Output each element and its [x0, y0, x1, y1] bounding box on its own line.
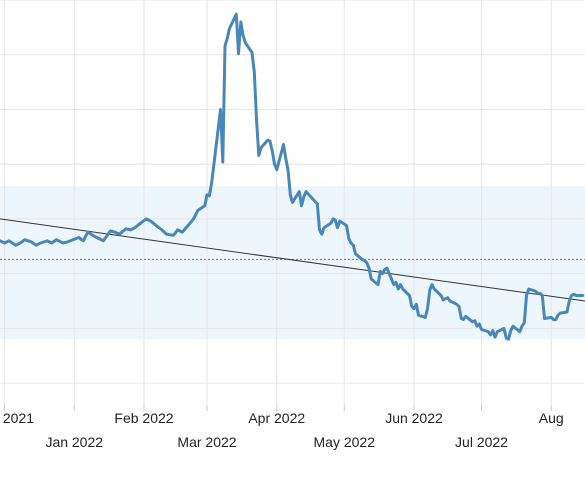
x-tick-label: Mar 2022 — [177, 434, 236, 450]
x-tick-label: Jan 2022 — [45, 434, 103, 450]
vertical-gridlines — [4, 0, 552, 405]
range-band — [0, 186, 585, 340]
x-tick-label: 2021 — [3, 410, 34, 426]
x-tick-label: Jul 2022 — [455, 434, 508, 450]
x-tick-label: Aug — [539, 410, 564, 426]
x-tick-label: Jun 2022 — [385, 410, 443, 426]
horizontal-gridlines — [0, 0, 585, 384]
x-tick-label: Apr 2022 — [248, 410, 305, 426]
x-tick-label: Feb 2022 — [114, 410, 173, 426]
series-line — [0, 12, 585, 341]
x-tick-label: May 2022 — [314, 434, 376, 450]
trend-line — [0, 218, 585, 302]
